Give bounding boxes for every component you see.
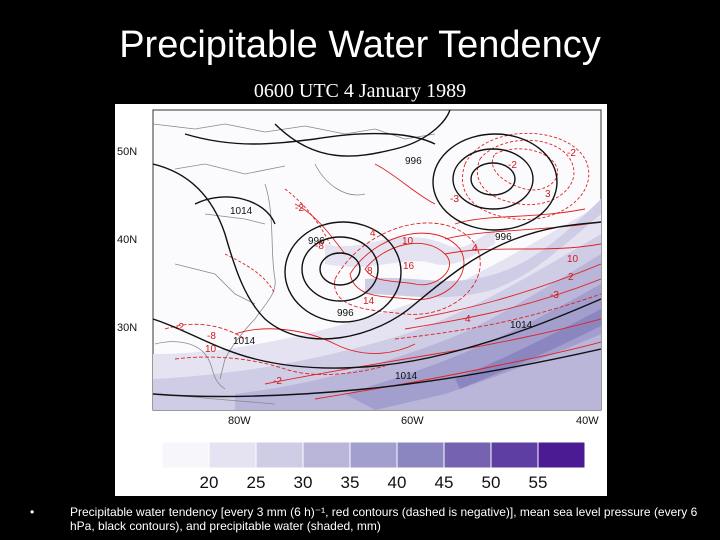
lat-label: 40N [117, 234, 137, 246]
colorbar-label: 55 [529, 473, 548, 492]
tendency-label: 14 [363, 296, 375, 307]
pressure-label: 1014 [230, 206, 253, 217]
latitude-labels: 50N 40N 30N [117, 146, 137, 334]
tendency-contour-labels: -2 -2 -3 3 -8 8 10 16 14 4 -2 -3 4 2 10 … [175, 148, 579, 387]
tendency-label: -2 [508, 160, 517, 171]
tendency-label: -2 [295, 203, 304, 214]
tendency-label: -3 [550, 290, 559, 301]
colorbar-label: 35 [341, 473, 360, 492]
tendency-label: 2 [568, 272, 574, 283]
colorbar-label: 40 [388, 473, 407, 492]
tendency-label: 10 [402, 236, 414, 247]
pressure-contours [153, 110, 601, 398]
tendency-label: -8 [207, 331, 216, 342]
lat-label: 30N [117, 322, 137, 334]
pressure-label: 1014 [395, 371, 418, 382]
tendency-label: 8 [367, 266, 373, 277]
colorbar-cell [302, 441, 351, 469]
tendency-label: 10 [567, 254, 579, 265]
colorbar-label: 45 [435, 473, 454, 492]
colorbar-cell [443, 441, 492, 469]
coastlines [153, 123, 436, 405]
colorbar-cell [490, 441, 539, 469]
tendency-label: 3 [545, 189, 551, 200]
lon-label: 80W [228, 415, 251, 427]
pressure-label: 996 [405, 156, 422, 167]
tendency-label: 10 [205, 344, 217, 355]
tendency-label: 4 [472, 243, 478, 254]
pressure-label: 1014 [233, 336, 256, 347]
lon-label: 40W [576, 415, 599, 427]
colorbar-label: 30 [294, 473, 313, 492]
tendency-label: -2 [175, 322, 184, 333]
weather-map: 996 1014 996 996 996 1014 1014 1014 -2 -… [117, 109, 602, 492]
pressure-label: 996 [495, 232, 512, 243]
tendency-label: -2 [273, 376, 282, 387]
slide-subtitle: 0600 UTC 4 January 1989 [253, 80, 467, 102]
tendency-contours [164, 132, 601, 400]
caption-bullet: • [30, 505, 35, 519]
pressure-label: 996 [337, 308, 354, 319]
colorbar-cell [161, 441, 210, 469]
figure-caption: Precipitable water tendency [every 3 mm … [70, 505, 698, 533]
tendency-label: -8 [315, 241, 324, 252]
colorbar-cell [349, 441, 398, 469]
colorbar-label: 50 [482, 473, 501, 492]
pw-shading [153, 199, 601, 410]
weather-map-figure: 996 1014 996 996 996 1014 1014 1014 -2 -… [115, 104, 607, 496]
pressure-contour-labels: 996 1014 996 996 996 1014 1014 1014 [230, 156, 533, 382]
slide-title: Precipitable Water Tendency [119, 24, 601, 66]
colorbar-cell [255, 441, 304, 469]
pressure-label: 1014 [510, 320, 533, 331]
longitude-labels: 80W 60W 40W [228, 415, 599, 427]
colorbar-label: 25 [247, 473, 266, 492]
tendency-label: -2 [567, 148, 576, 159]
colorbar-cell [208, 441, 257, 469]
colorbar-cell [537, 441, 586, 469]
tendency-label: 4 [370, 228, 376, 239]
colorbar-cells [161, 441, 586, 469]
lon-label: 60W [401, 415, 424, 427]
colorbar: 20 25 30 35 40 45 50 55 [161, 441, 586, 492]
colorbar-label: 20 [200, 473, 219, 492]
colorbar-labels: 20 25 30 35 40 45 50 55 [200, 473, 548, 492]
lat-label: 50N [117, 146, 137, 158]
tendency-label: 4 [465, 314, 471, 325]
tendency-label: -3 [450, 194, 459, 205]
colorbar-cell [396, 441, 445, 469]
pressure-label: 996 [308, 236, 325, 247]
tendency-label: 16 [403, 261, 415, 272]
